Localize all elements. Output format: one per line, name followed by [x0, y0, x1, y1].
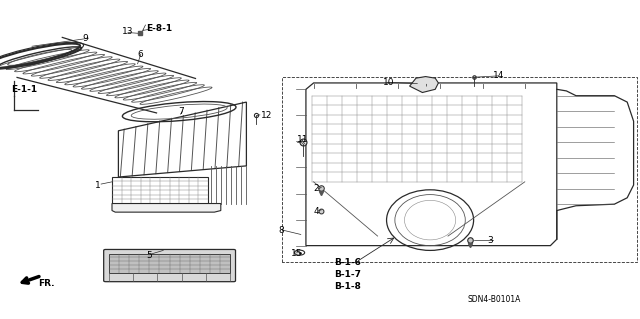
- FancyBboxPatch shape: [104, 249, 236, 282]
- Text: 13: 13: [122, 27, 133, 36]
- Bar: [109, 254, 230, 273]
- Text: 4: 4: [314, 207, 319, 216]
- Text: 1: 1: [95, 181, 100, 189]
- Text: 9: 9: [82, 34, 88, 43]
- Bar: [112, 177, 208, 204]
- Text: 5: 5: [146, 251, 152, 260]
- Text: 15: 15: [291, 249, 303, 258]
- Text: B-1-8: B-1-8: [334, 282, 361, 291]
- Text: 7: 7: [178, 107, 184, 116]
- Polygon shape: [410, 77, 438, 93]
- Text: 6: 6: [138, 50, 143, 59]
- Text: 3: 3: [488, 236, 493, 245]
- Polygon shape: [112, 204, 221, 212]
- Text: 14: 14: [493, 71, 504, 80]
- Text: FR.: FR.: [38, 279, 55, 288]
- Text: SDN4-B0101A: SDN4-B0101A: [467, 295, 520, 304]
- Text: 10: 10: [383, 78, 394, 87]
- Text: 8: 8: [278, 226, 284, 235]
- Text: E-8-1: E-8-1: [146, 24, 172, 33]
- Text: B-1-7: B-1-7: [334, 270, 361, 279]
- Text: 12: 12: [261, 111, 273, 120]
- Text: 11: 11: [297, 135, 308, 144]
- Text: 2: 2: [314, 184, 319, 193]
- Text: B-1-6: B-1-6: [334, 258, 361, 267]
- Text: E-1-1: E-1-1: [12, 85, 38, 94]
